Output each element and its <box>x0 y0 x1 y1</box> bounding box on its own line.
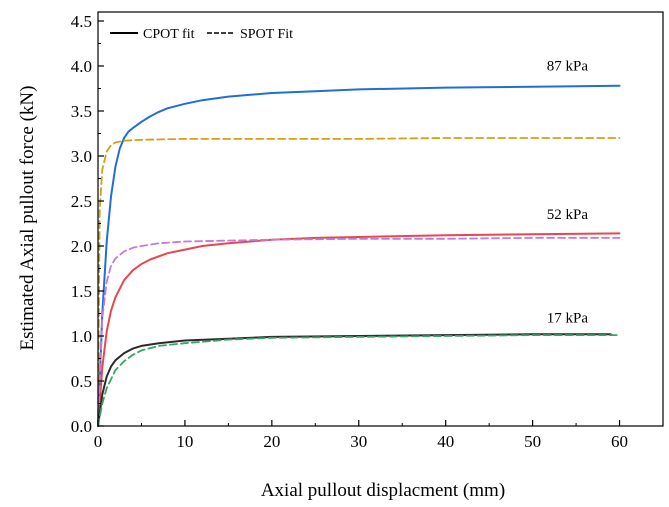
pressure-label: 52 kPa <box>547 207 589 223</box>
series-layer <box>97 84 621 427</box>
y-tick-label: 2.5 <box>71 192 92 211</box>
y-tick-label: 3.0 <box>71 147 92 166</box>
series-line-2 <box>97 137 621 427</box>
x-tick-label: 0 <box>94 432 103 451</box>
x-tick-label: 30 <box>350 432 367 451</box>
legend: CPOT fit SPOT Fit <box>110 27 293 42</box>
y-tick-label: 4.0 <box>71 57 92 76</box>
legend-cpot-label: CPOT fit <box>143 27 195 42</box>
series-line-3 <box>97 232 621 427</box>
y-tick-label: 1.5 <box>71 282 92 301</box>
plot-frame <box>97 11 664 427</box>
series-line-4 <box>97 236 621 427</box>
y-tick-label: 0.5 <box>71 372 92 391</box>
x-tick-label: 60 <box>611 432 628 451</box>
pressure-label: 87 kPa <box>547 59 589 75</box>
y-tick-label: 2.0 <box>71 237 92 256</box>
legend-spot-label: SPOT Fit <box>240 27 293 42</box>
series-line-5 <box>97 333 612 427</box>
x-axis-title: Axial pullout displacment (mm) <box>261 480 505 501</box>
x-tick-label: 50 <box>524 432 541 451</box>
y-axis-title: Estimated Axial pullout force (kN) <box>17 86 38 351</box>
y-tick-label: 4.5 <box>71 12 92 31</box>
x-tick-label: 10 <box>176 432 193 451</box>
series-line-1 <box>97 84 621 427</box>
series-line-6 <box>97 334 621 427</box>
ticks-layer <box>97 20 621 427</box>
y-tick-label: 1.0 <box>71 327 92 346</box>
labels-layer: 0 10 20 30 40 50 60 0.0 0.5 1.0 1.5 2.0 2.5 3.0 3.5 4.0… <box>71 12 628 451</box>
pressure-label: 17 kPa <box>547 311 589 327</box>
x-tick-label: 20 <box>263 432 280 451</box>
y-tick-label: 3.5 <box>71 102 92 121</box>
x-tick-label: 40 <box>437 432 454 451</box>
y-tick-label: 0.0 <box>71 417 92 436</box>
